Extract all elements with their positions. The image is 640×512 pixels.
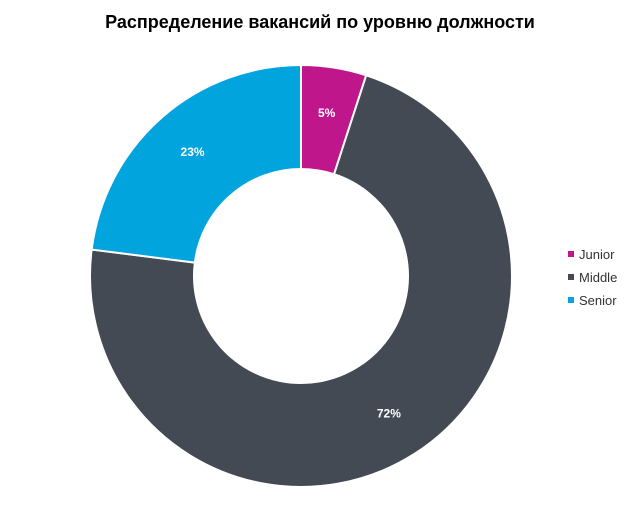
slice-label-senior: 23% bbox=[181, 145, 205, 159]
legend-label: Middle bbox=[579, 269, 618, 285]
donut-slices bbox=[89, 63, 513, 488]
chart-title: Распределение вакансий по уровню должнос… bbox=[105, 12, 535, 32]
chart-legend: Junior Middle Senior bbox=[568, 246, 617, 315]
slice-middle bbox=[89, 74, 513, 488]
slice-senior bbox=[90, 63, 302, 264]
slice-label-middle: 72% bbox=[377, 407, 401, 421]
donut-slice-labels: 5% 72% 23% bbox=[181, 106, 402, 420]
legend-swatch bbox=[568, 274, 574, 280]
legend-item-senior: Senior bbox=[568, 292, 617, 308]
legend-item-junior: Junior bbox=[568, 246, 617, 262]
legend-item-middle: Middle bbox=[568, 269, 617, 285]
legend-swatch bbox=[568, 251, 574, 257]
legend-label: Junior bbox=[579, 246, 615, 262]
legend-swatch bbox=[568, 297, 574, 303]
legend-label: Senior bbox=[579, 292, 617, 308]
slice-label-junior: 5% bbox=[318, 106, 336, 120]
